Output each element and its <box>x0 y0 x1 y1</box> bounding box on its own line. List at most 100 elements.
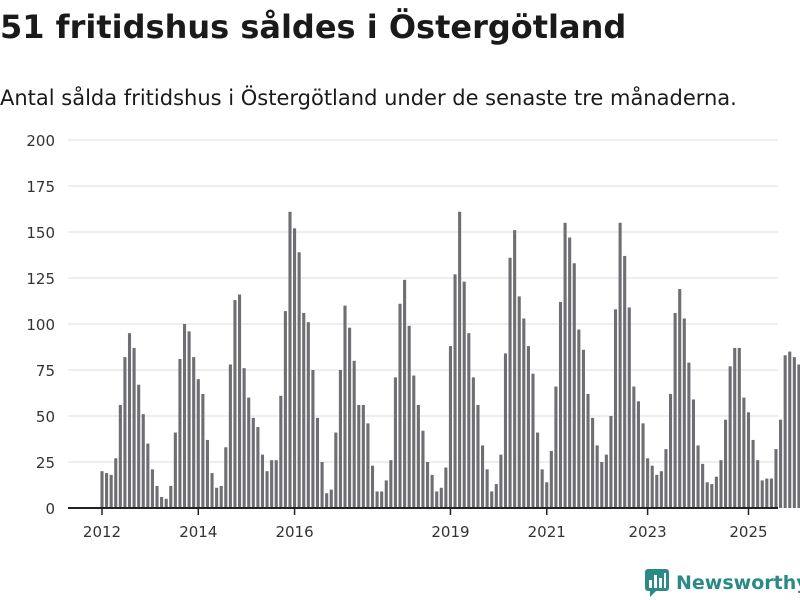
bar <box>659 471 663 508</box>
y-tick-label: 100 <box>26 316 55 334</box>
bar <box>283 311 287 508</box>
bar <box>338 370 342 508</box>
bar <box>196 379 200 508</box>
bar <box>164 498 168 508</box>
chart-title: 51 fritidshus såldes i Östergötland <box>0 8 627 46</box>
bar <box>430 474 434 508</box>
bar <box>348 327 352 508</box>
bar <box>774 449 778 508</box>
bar <box>769 478 773 508</box>
bar <box>270 460 274 508</box>
bar <box>228 364 232 508</box>
bar <box>604 454 608 508</box>
bar <box>123 357 127 508</box>
bar <box>311 370 315 508</box>
brand-name: Newsworthy <box>676 572 800 594</box>
bar <box>792 357 796 508</box>
bar <box>306 322 310 508</box>
bar <box>105 473 109 508</box>
bar <box>503 353 508 508</box>
bar <box>458 211 462 508</box>
bar <box>375 491 379 508</box>
bar <box>572 263 576 508</box>
y-tick-label: 0 <box>45 500 55 518</box>
bar <box>288 211 292 508</box>
bar <box>714 476 718 508</box>
bar <box>297 252 301 508</box>
bar <box>146 443 150 508</box>
x-tick-label: 2012 <box>83 523 121 541</box>
y-tick-label: 125 <box>26 270 55 288</box>
bar <box>517 296 521 508</box>
bar <box>558 301 563 508</box>
bar <box>357 404 361 508</box>
bar <box>192 357 196 508</box>
bar <box>586 393 590 508</box>
bar <box>581 349 585 508</box>
bar <box>403 279 407 508</box>
bar <box>673 312 677 508</box>
bar <box>302 312 306 508</box>
bar <box>150 469 154 508</box>
x-tick-label: 2016 <box>275 523 313 541</box>
y-tick-label: 75 <box>36 362 55 380</box>
bar <box>641 423 645 508</box>
y-tick-label: 200 <box>26 132 55 150</box>
bar <box>513 230 517 508</box>
bar <box>274 460 278 508</box>
bar <box>109 474 113 508</box>
bar <box>751 439 755 508</box>
bar <box>499 454 503 508</box>
bar <box>453 274 457 508</box>
bar <box>682 318 686 508</box>
bar <box>238 294 242 508</box>
bar <box>251 417 255 508</box>
bar <box>508 257 512 508</box>
bar <box>719 460 723 508</box>
bar <box>315 417 320 508</box>
bar <box>600 462 604 508</box>
bar <box>687 362 691 508</box>
bar <box>591 417 595 508</box>
bar <box>169 485 173 508</box>
bar <box>733 347 737 508</box>
bar <box>462 281 466 508</box>
x-tick-label: 2021 <box>528 523 566 541</box>
bar <box>448 346 453 508</box>
bar <box>260 454 265 508</box>
bar <box>577 329 581 508</box>
bar <box>293 228 297 508</box>
bar <box>563 222 567 509</box>
grid-lines <box>68 139 778 463</box>
bar <box>242 368 246 508</box>
bar <box>540 469 544 508</box>
bar <box>173 432 177 508</box>
newsworthy-icon <box>645 569 669 597</box>
y-tick-label: 175 <box>26 178 55 196</box>
bar <box>435 491 439 508</box>
bar <box>765 478 769 508</box>
bar <box>205 439 209 508</box>
y-tick-label: 150 <box>26 224 55 242</box>
bar <box>219 485 223 508</box>
bar <box>155 485 159 508</box>
bar <box>201 393 205 508</box>
bar <box>370 465 375 508</box>
bar <box>187 331 191 508</box>
bar <box>536 432 540 508</box>
bar <box>636 401 640 508</box>
bar <box>412 375 416 508</box>
bar <box>215 487 219 508</box>
bar <box>545 482 549 508</box>
newsworthy-logo: Newsworthy <box>644 568 800 598</box>
bar <box>724 419 728 508</box>
bar <box>746 412 751 508</box>
bar <box>352 360 356 508</box>
bar <box>425 462 430 508</box>
x-tick-label: 2019 <box>431 523 469 541</box>
bar <box>439 487 443 508</box>
bar <box>797 364 800 508</box>
bar <box>549 450 553 508</box>
bar <box>737 347 741 508</box>
bar <box>393 377 397 508</box>
